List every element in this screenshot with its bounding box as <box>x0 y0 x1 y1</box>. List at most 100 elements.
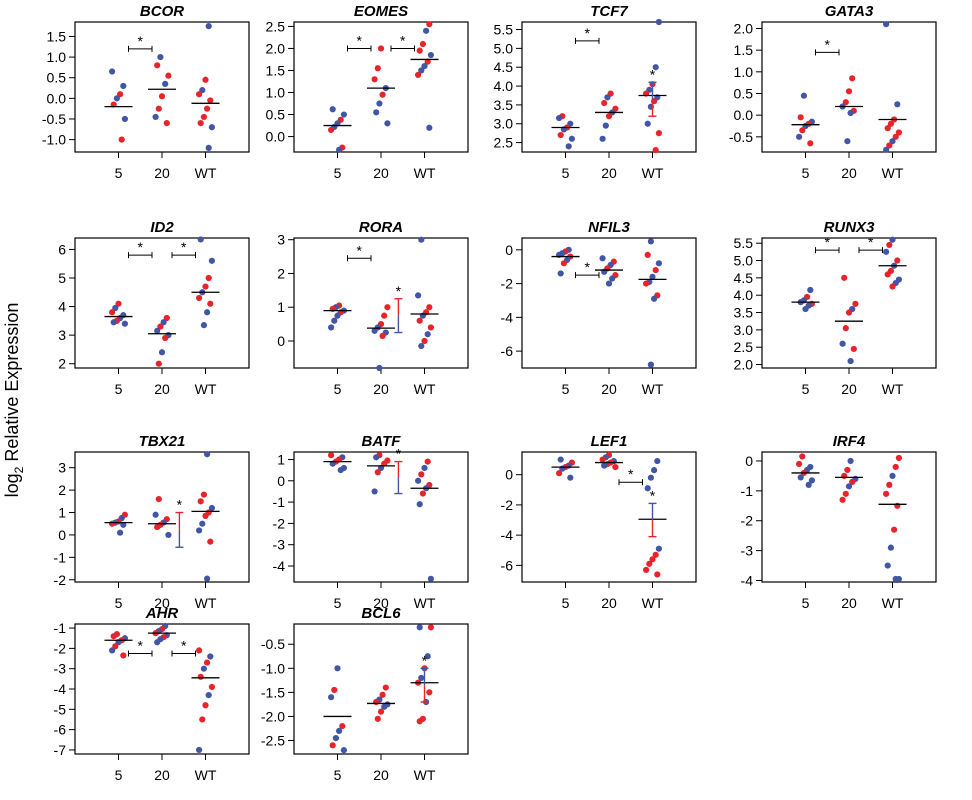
panel-frame <box>521 237 697 369</box>
x-tick-label: 5 <box>562 595 570 611</box>
significance-star: * <box>825 36 831 52</box>
y-tick-label: 0.0 <box>266 129 286 145</box>
data-point <box>894 502 901 509</box>
data-point <box>374 65 381 72</box>
y-tick-label: 2 <box>277 265 285 281</box>
x-tick-label: 5 <box>115 165 123 181</box>
y-tick-label: 1.5 <box>47 28 67 44</box>
x-tick-label: 20 <box>373 595 389 611</box>
data-point <box>165 72 172 79</box>
y-tick-label: -2 <box>54 640 67 656</box>
data-point <box>328 694 335 701</box>
data-point <box>557 131 564 139</box>
data-point <box>844 138 851 145</box>
y-tick-label: 0.5 <box>734 86 754 102</box>
panel-bcor: BCOR -1.0 -0.5 0.0 0.5 1.0 1.5 5 20 WT * <box>42 3 250 181</box>
x-tick-label: 20 <box>601 595 617 611</box>
data-point <box>384 120 391 127</box>
data-point <box>334 312 341 319</box>
data-point <box>839 496 846 503</box>
data-point <box>204 105 211 112</box>
data-point <box>895 454 903 462</box>
y-tick-label: 4 <box>58 299 66 315</box>
panel-title: TBX21 <box>139 433 186 450</box>
data-point <box>643 280 650 287</box>
data-point <box>197 498 204 505</box>
data-point <box>200 491 207 498</box>
data-point <box>421 337 428 345</box>
data-point <box>204 451 211 458</box>
y-tick-label: 2 <box>58 356 66 372</box>
data-point <box>202 702 209 709</box>
y-tick-label: -6 <box>54 722 67 738</box>
data-point <box>894 257 901 264</box>
data-point <box>647 361 655 368</box>
data-point <box>339 722 346 730</box>
y-tick-label: 0.5 <box>47 70 67 86</box>
data-point <box>424 653 431 660</box>
data-point <box>891 526 898 533</box>
data-point <box>416 317 423 324</box>
data-point <box>807 286 814 294</box>
data-point <box>655 18 663 26</box>
data-point <box>646 560 653 567</box>
data-point <box>424 58 431 65</box>
y-tick-label: 6 <box>58 241 66 257</box>
y-tick-label: 5.0 <box>734 253 754 269</box>
x-tick-label: WT <box>882 595 904 611</box>
data-point <box>109 309 116 316</box>
data-point <box>163 314 170 322</box>
data-point <box>332 735 339 742</box>
y-tick-label: -2 <box>741 513 754 529</box>
significance-star: * <box>585 25 591 41</box>
data-point <box>115 300 122 307</box>
data-point <box>612 464 619 471</box>
data-point <box>654 457 661 465</box>
y-tick-label: -2 <box>501 497 514 513</box>
data-point <box>602 122 609 129</box>
data-point <box>416 47 423 54</box>
panels: BCOR-1.0-0.50.00.51.01.55 20 WT*EOMES0.00.… <box>42 3 937 783</box>
data-point <box>384 304 391 311</box>
data-point <box>204 659 211 666</box>
data-point <box>889 283 896 290</box>
data-point <box>112 304 119 312</box>
data-point <box>379 91 386 98</box>
data-point <box>605 113 613 120</box>
y-tick-label: -4 <box>273 558 286 574</box>
significance-star: * <box>138 239 144 255</box>
y-tick-label: 0 <box>505 242 513 258</box>
y-tick-label: 4.0 <box>734 287 754 303</box>
y-tick-label: -2 <box>273 515 286 531</box>
y-tick-label: 1.0 <box>47 49 67 65</box>
data-point <box>331 317 338 324</box>
panel-gata3: GATA3 -0.5 0.0 0.5 1.0 1.5 2.0 5 20 WT * <box>729 3 937 181</box>
data-point <box>418 236 425 243</box>
data-point <box>207 97 214 104</box>
data-point <box>424 458 431 465</box>
x-tick-label: 5 <box>562 165 570 181</box>
y-tick-label: -5 <box>54 701 67 717</box>
x-tick-label: WT <box>642 381 664 397</box>
significance-star: * <box>868 234 874 250</box>
data-point <box>340 747 347 754</box>
x-tick-label: 20 <box>154 381 170 397</box>
data-point <box>155 105 162 112</box>
x-tick-label: 5 <box>802 165 810 181</box>
data-point <box>889 138 896 145</box>
x-tick-label: 20 <box>841 165 857 181</box>
data-point <box>649 273 656 280</box>
data-point <box>886 481 893 488</box>
y-tick-label: 0 <box>745 453 753 469</box>
data-point <box>377 45 385 52</box>
data-point <box>426 21 433 28</box>
data-point <box>371 488 378 495</box>
data-point <box>337 467 344 474</box>
data-point <box>599 456 606 463</box>
data-point <box>796 460 803 468</box>
data-point <box>841 472 848 480</box>
data-point <box>154 327 161 334</box>
significance-star: * <box>396 446 402 462</box>
data-point <box>371 327 378 334</box>
x-tick-label: WT <box>195 767 217 783</box>
